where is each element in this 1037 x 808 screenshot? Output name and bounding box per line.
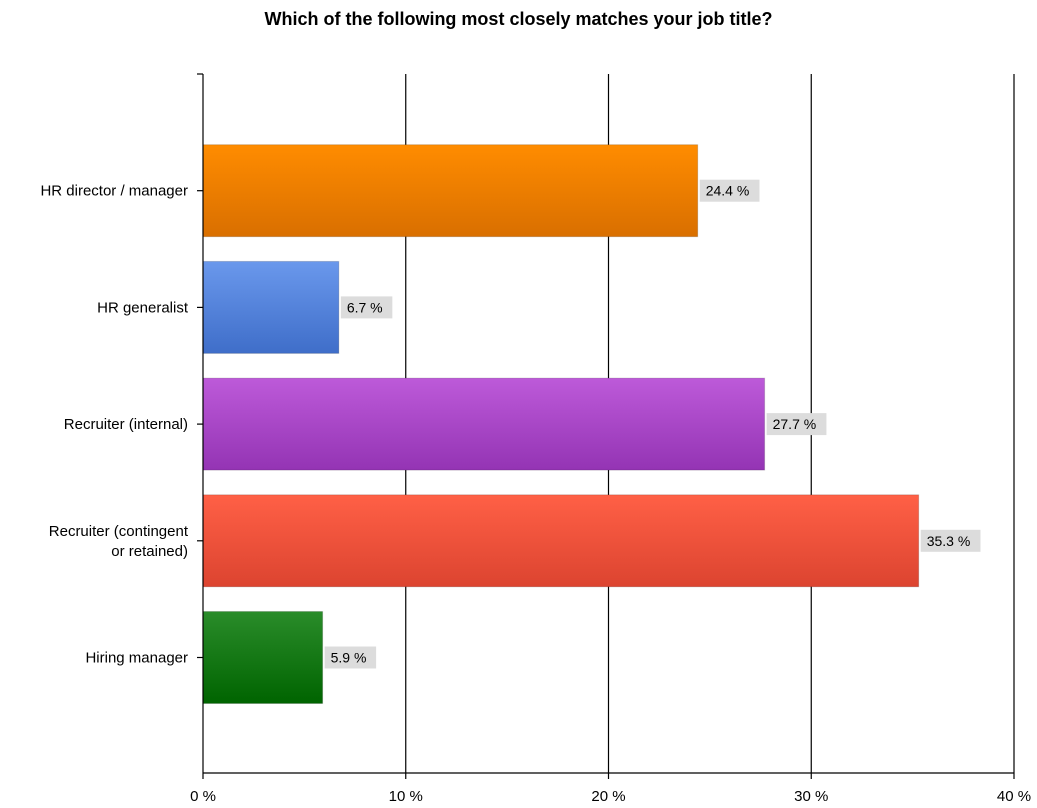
labels: 0 % 10 % 20 % 30 % 40 % HR director / manager… bbox=[40, 179, 1031, 805]
category-label-recruiter-internal: Recruiter (internal) bbox=[64, 416, 188, 433]
data-label-box-hr-director-manager bbox=[699, 179, 760, 202]
data-label-recruiter-contingent-or-retained: 35.3 % bbox=[927, 533, 971, 549]
bars bbox=[202, 144, 920, 704]
bar-recruiter-contingent-or-retained bbox=[202, 494, 920, 588]
bar-hr-director-manager bbox=[202, 144, 699, 238]
data-label-hr-director-manager: 24.4 % bbox=[706, 183, 750, 199]
category-label-hiring-manager: Hiring manager bbox=[85, 650, 188, 667]
data-label-hr-generalist: 6.7 % bbox=[347, 299, 383, 315]
data-label-box-recruiter-contingent-or-retained bbox=[920, 529, 981, 552]
data-label-box-recruiter-internal bbox=[766, 413, 827, 436]
category-label-hr-director-manager: HR director / manager bbox=[40, 183, 188, 200]
chart-title: Which of the following most closely matc… bbox=[264, 9, 773, 29]
x-tick-label-0: 0 % bbox=[190, 788, 216, 805]
x-tick-label-30: 30 % bbox=[794, 788, 828, 805]
bar-hiring-manager bbox=[202, 611, 324, 704]
data-label-recruiter-internal: 27.7 % bbox=[773, 416, 817, 432]
category-label-hr-generalist: HR generalist bbox=[97, 299, 189, 316]
x-tick-label-20: 20 % bbox=[591, 788, 625, 805]
data-label-box-hiring-manager bbox=[324, 646, 377, 669]
x-tick-label-10: 10 % bbox=[389, 788, 423, 805]
bar-recruiter-internal bbox=[202, 377, 766, 471]
data-label-hiring-manager: 5.9 % bbox=[331, 650, 367, 666]
category-label-recruiter-contingent-or-retained-line-2: or retained) bbox=[111, 543, 188, 560]
axes bbox=[197, 73, 1015, 779]
x-tick-label-40: 40 % bbox=[997, 788, 1031, 805]
bar-hr-generalist bbox=[202, 260, 340, 354]
category-label-recruiter-contingent-or-retained-line-1: Recruiter (contingent bbox=[49, 523, 189, 540]
data-label-box-hr-generalist bbox=[340, 296, 393, 319]
